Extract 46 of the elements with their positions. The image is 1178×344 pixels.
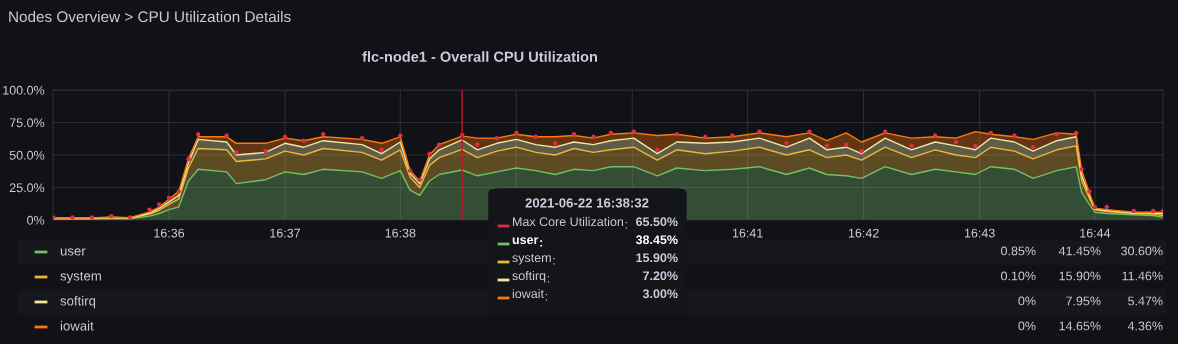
text: 41.45% — [1058, 246, 1101, 256]
annotation: 65.50% — [636, 217, 678, 227]
legend-label: softirq — [512, 270, 546, 283]
x-tick-label: 16:41 — [732, 228, 763, 238]
text: 0.10% — [1001, 271, 1036, 281]
text: 0% — [1018, 296, 1036, 306]
text: 5.47% — [1128, 296, 1163, 306]
y-tick-label: 50.0% — [9, 150, 45, 160]
legend-label: user — [512, 237, 539, 245]
text: : — [625, 221, 627, 229]
text: : — [553, 257, 555, 265]
text: 38.45% — [635, 235, 678, 245]
text: 0.85% — [1001, 246, 1036, 256]
annotation: 2021-06-22 16:38:32 — [525, 198, 649, 208]
text: user — [60, 248, 86, 256]
text: 7.95% — [1066, 296, 1101, 306]
chart-title: flc-node1 - Overall CPU Utilization — [362, 51, 597, 62]
text: : — [545, 293, 547, 301]
x-tick-label: 16:43 — [964, 228, 995, 238]
text: 0% — [1018, 321, 1036, 331]
text: 7.20% — [643, 271, 678, 281]
legend-label: iowait — [512, 288, 544, 299]
x-tick-label: 16:38 — [385, 228, 416, 238]
text: 30.60% — [1121, 246, 1163, 256]
x-tick-label: 16:36 — [154, 228, 185, 238]
x-tick-label: 16:37 — [270, 228, 301, 238]
text: 11.46% — [1122, 271, 1163, 281]
y-tick-label: 75.0% — [9, 118, 45, 128]
text: 15.90% — [636, 253, 678, 263]
y-tick-label: 25.0% — [9, 183, 45, 193]
x-tick-label: 16:42 — [848, 228, 879, 238]
y-tick-label: 0% — [27, 215, 45, 225]
y-tick-label: 100.0% — [3, 85, 45, 95]
text: 14.65% — [1059, 321, 1101, 331]
text: Nodes Overview > CPU Utilization Details — [9, 10, 291, 23]
x-tick-label: 16:44 — [1080, 228, 1111, 238]
text: 15.90% — [1059, 271, 1101, 281]
text: iowait — [60, 320, 94, 331]
text: 4.36% — [1127, 321, 1163, 331]
text: softirq — [60, 295, 96, 309]
text: 3.00% — [642, 289, 678, 299]
text: : — [547, 275, 550, 283]
text: : — [540, 240, 543, 247]
legend-label: Max Core Utilization — [513, 216, 624, 227]
legend-label: system — [512, 253, 551, 265]
text: system — [60, 271, 101, 284]
